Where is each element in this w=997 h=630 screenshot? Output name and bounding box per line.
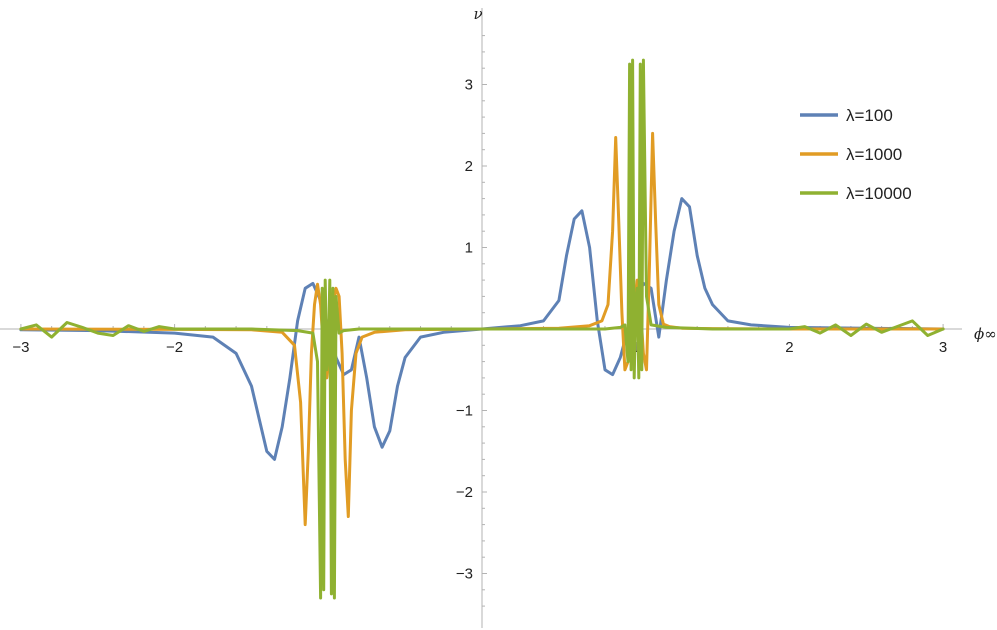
y-tick-label: −1 <box>456 403 473 420</box>
x-axis-label: ϕ∞ <box>974 325 997 343</box>
y-axis-label: ν <box>473 5 482 23</box>
legend-label-3: λ=10000 <box>846 184 912 203</box>
y-tick-label: −2 <box>456 484 473 501</box>
series-line-3 <box>19 58 945 600</box>
y-tick-label: 3 <box>465 77 473 94</box>
x-tick-label: −3 <box>12 339 29 356</box>
y-tick-label: 2 <box>465 158 473 175</box>
series-layer <box>19 58 945 600</box>
x-tick-label: 3 <box>939 339 947 356</box>
legend-label-1: λ=100 <box>846 106 893 125</box>
y-tick-label: −3 <box>456 566 473 583</box>
y-tick-label: 1 <box>465 240 473 257</box>
x-tick-label: −2 <box>166 339 183 356</box>
legend: λ=100 λ=1000 λ=10000 <box>800 106 912 203</box>
x-tick-label: 2 <box>785 339 793 356</box>
legend-label-2: λ=1000 <box>846 145 902 164</box>
